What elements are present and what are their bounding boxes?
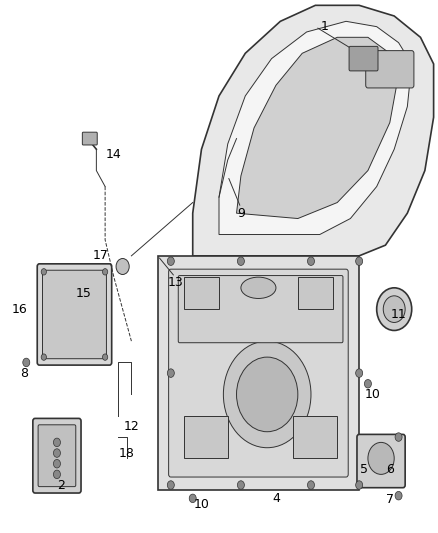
Circle shape (356, 257, 363, 265)
FancyBboxPatch shape (357, 434, 405, 488)
Circle shape (237, 257, 244, 265)
Circle shape (53, 438, 60, 447)
Text: 17: 17 (93, 249, 109, 262)
Text: 2: 2 (57, 479, 65, 491)
FancyBboxPatch shape (33, 418, 81, 493)
Circle shape (102, 354, 108, 360)
Text: 4: 4 (272, 492, 280, 505)
Circle shape (167, 369, 174, 377)
PathPatch shape (193, 5, 434, 256)
Circle shape (53, 470, 60, 479)
Circle shape (307, 257, 314, 265)
FancyBboxPatch shape (42, 270, 106, 359)
Text: 5: 5 (360, 463, 367, 475)
Text: 7: 7 (386, 494, 394, 506)
FancyBboxPatch shape (349, 46, 378, 71)
Circle shape (377, 288, 412, 330)
Circle shape (383, 296, 405, 322)
Circle shape (116, 259, 129, 274)
Ellipse shape (241, 277, 276, 298)
FancyBboxPatch shape (37, 264, 112, 365)
Circle shape (223, 341, 311, 448)
FancyBboxPatch shape (178, 276, 343, 343)
Circle shape (395, 491, 402, 500)
PathPatch shape (158, 256, 359, 490)
Circle shape (356, 369, 363, 377)
Circle shape (237, 481, 244, 489)
Text: 15: 15 (75, 287, 91, 300)
Text: 12: 12 (124, 420, 139, 433)
Text: 18: 18 (119, 447, 135, 459)
Text: 11: 11 (391, 308, 406, 321)
Text: 13: 13 (167, 276, 183, 289)
Circle shape (167, 481, 174, 489)
Bar (293, 416, 337, 458)
Text: 1: 1 (320, 20, 328, 33)
Bar (298, 277, 333, 309)
Circle shape (102, 269, 108, 275)
FancyBboxPatch shape (366, 51, 414, 88)
PathPatch shape (237, 37, 399, 219)
Circle shape (23, 358, 30, 367)
Circle shape (189, 494, 196, 503)
Text: 6: 6 (386, 463, 394, 475)
Text: 9: 9 (237, 207, 245, 220)
Circle shape (53, 459, 60, 468)
Circle shape (364, 379, 371, 388)
Bar (184, 277, 219, 309)
Text: 10: 10 (194, 498, 209, 511)
Text: 16: 16 (12, 303, 28, 316)
Circle shape (395, 433, 402, 441)
Circle shape (237, 357, 298, 432)
Circle shape (307, 481, 314, 489)
Text: 8: 8 (20, 367, 28, 379)
FancyBboxPatch shape (38, 425, 76, 487)
Circle shape (41, 269, 46, 275)
Circle shape (368, 442, 394, 474)
Text: 10: 10 (364, 388, 380, 401)
Circle shape (167, 257, 174, 265)
Circle shape (356, 481, 363, 489)
Circle shape (41, 354, 46, 360)
Text: 14: 14 (106, 148, 122, 161)
Circle shape (53, 449, 60, 457)
FancyBboxPatch shape (82, 132, 97, 145)
FancyBboxPatch shape (169, 269, 348, 477)
Bar (184, 416, 228, 458)
PathPatch shape (219, 21, 412, 235)
